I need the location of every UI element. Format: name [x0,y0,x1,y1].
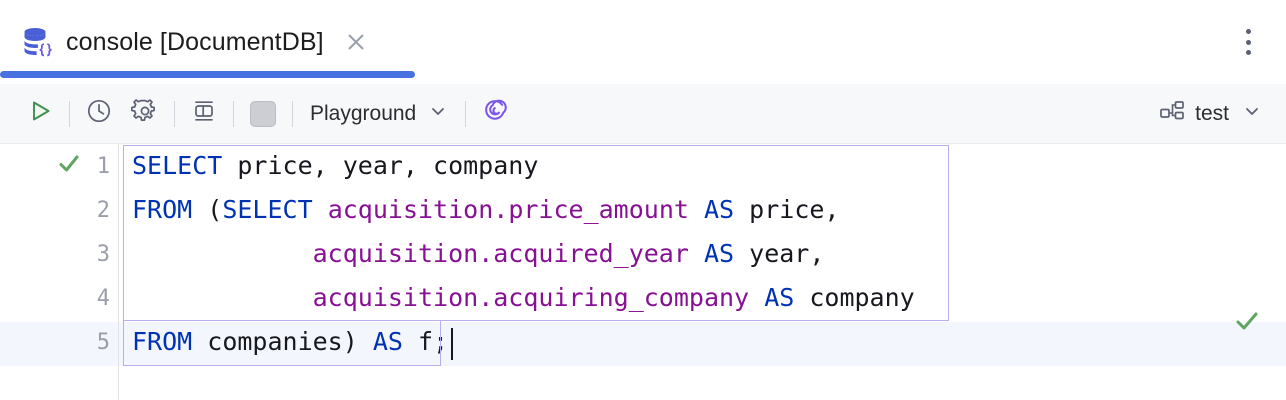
chevron-down-icon [428,101,448,126]
settings-button[interactable] [125,94,165,134]
code-line[interactable]: FROM companies) AS f; [123,320,1286,364]
current-line-highlight [0,322,1286,366]
clock-icon [85,97,113,130]
schema-selector[interactable]: test [1158,98,1286,129]
gutter-line[interactable]: 5 [0,320,118,364]
gear-icon [131,97,159,130]
toolbar-separator [292,100,293,127]
panel-layout-icon [190,97,218,130]
code-line[interactable]: FROM (SELECT acquisition.price_amount AS… [123,188,1286,232]
line-number: 4 [96,285,110,311]
stop-button[interactable] [243,94,283,134]
schema-icon [1158,98,1186,129]
code-token: company [794,283,915,312]
code-token: companies) [192,327,373,356]
tab-title: console [DocumentDB] [66,27,324,56]
text-caret [451,328,453,360]
code-token: FROM [132,195,193,224]
code-line[interactable]: acquisition.acquired_year AS year, [123,232,1286,276]
console-toolbar: Playground [0,84,1286,144]
code-token: SELECT [132,151,223,180]
code-token: SELECT [222,195,313,224]
ai-spiral-icon [480,96,510,131]
code-token: AS [372,327,403,356]
session-dropdown-label: Playground [310,101,417,125]
code-token: AS [764,283,795,312]
gutter-line[interactable]: 2 [0,188,118,232]
chevron-down-icon [1242,101,1262,126]
line-number-gutter: 1 2 3 4 5 [0,144,118,364]
code-token [689,195,704,224]
toolbar-separator [174,100,175,127]
code-token: acquisition.price_amount [327,195,689,224]
line-number: 5 [96,329,110,355]
kebab-menu-icon[interactable] [1236,26,1260,58]
schema-selector-label: test [1195,101,1229,125]
play-icon [26,97,54,130]
history-button[interactable] [79,94,119,134]
editor-tab-bar: console [DocumentDB] [0,0,1286,84]
gutter-line[interactable]: 4 [0,276,118,320]
code-line[interactable]: acquisition.acquiring_company AS company [123,276,1286,320]
code-token: year, [734,239,825,268]
gutter-line[interactable]: 3 [0,232,118,276]
toggle-layout-button[interactable] [184,94,224,134]
code-token [749,283,764,312]
toolbar-separator [233,100,234,127]
code-token [689,239,704,268]
code-token: price, [734,195,840,224]
code-token [313,195,328,224]
code-token: ( [192,195,223,224]
tab-console-documentdb[interactable]: console [DocumentDB] [0,0,415,84]
code-token: f; [402,327,449,356]
code-token: acquisition.acquiring_company [312,283,750,312]
close-icon[interactable] [343,29,369,55]
session-dropdown[interactable]: Playground [302,94,456,134]
code-token [132,239,313,268]
inspection-status-icon[interactable] [1232,306,1262,341]
code-token: price, year, company [222,151,539,180]
code-token: acquisition.acquired_year [312,239,689,268]
line-number: 1 [96,153,110,179]
code-token: AS [704,195,735,224]
toolbar-separator [69,100,70,127]
gutter-line[interactable]: 1 [0,144,118,188]
stop-square-icon [250,100,276,127]
toolbar-separator [465,100,467,127]
gutter-divider [118,144,119,400]
code-token: AS [703,239,735,268]
checkmark-icon[interactable] [56,151,82,182]
code-token [132,283,313,312]
active-tab-indicator [0,71,415,78]
code-token: FROM [132,327,193,356]
execute-button[interactable] [20,94,60,134]
code-content[interactable]: SELECT price, year, company FROM (SELECT … [123,144,1286,364]
line-number: 2 [96,197,110,223]
code-line[interactable]: SELECT price, year, company [123,144,1286,188]
ai-assistant-button[interactable] [475,94,515,134]
line-number: 3 [96,241,110,267]
documentdb-console-icon [22,26,52,58]
